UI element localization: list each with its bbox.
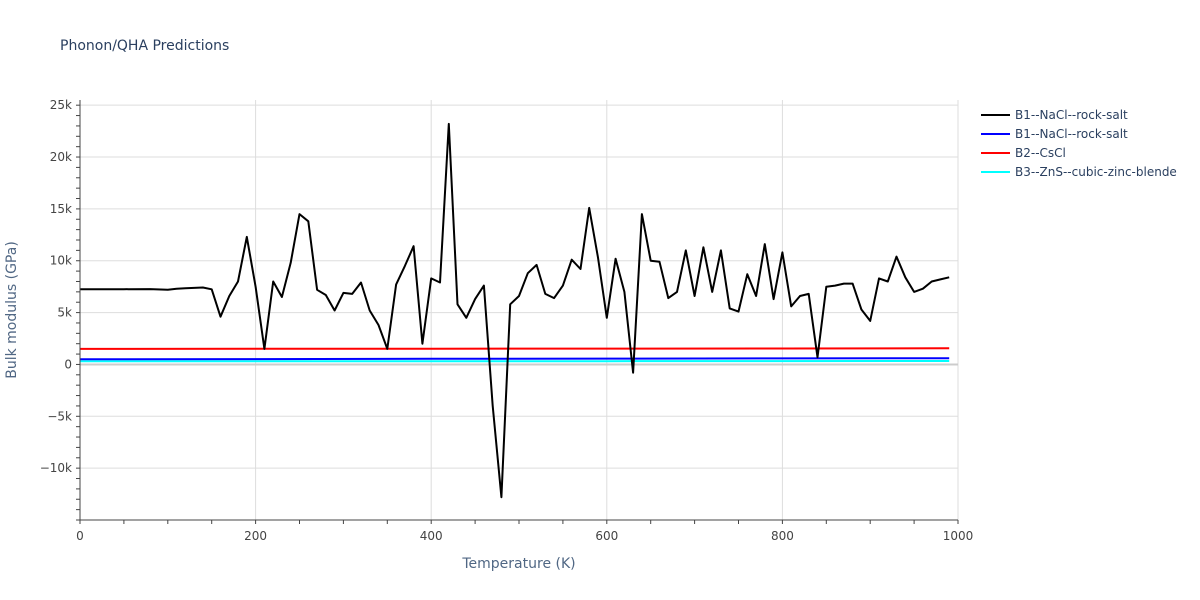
plot-area bbox=[76, 100, 959, 524]
x-tick-label: 400 bbox=[420, 529, 443, 543]
chart-title: Phonon/QHA Predictions bbox=[60, 38, 229, 54]
legend-label: B2--CsCl bbox=[1015, 146, 1066, 160]
series-lines bbox=[79, 122, 950, 499]
y-axis-ticks: −10k −5k 0 5k 10k 15k 20k 25k bbox=[40, 98, 72, 475]
y-tick-label: 5k bbox=[57, 306, 72, 320]
y-tick-label: −10k bbox=[40, 461, 72, 475]
legend-item[interactable]: B3--ZnS--cubic-zinc-blende bbox=[981, 165, 1177, 179]
y-tick-label: 15k bbox=[50, 202, 72, 216]
legend-item[interactable]: B2--CsCl bbox=[981, 146, 1066, 160]
x-tick-label: 200 bbox=[244, 529, 267, 543]
y-tick-label: 25k bbox=[50, 98, 72, 112]
x-tick-label: 800 bbox=[771, 529, 794, 543]
series-line-2 bbox=[79, 347, 950, 350]
x-tick-label: 1000 bbox=[943, 529, 974, 543]
y-tick-label: 10k bbox=[50, 254, 72, 268]
legend[interactable]: B1--NaCl--rock-salt B1--NaCl--rock-salt B2… bbox=[981, 108, 1177, 179]
legend-item[interactable]: B1--NaCl--rock-salt bbox=[981, 127, 1128, 141]
y-tick-label: 0 bbox=[64, 357, 72, 371]
axes bbox=[76, 100, 959, 524]
legend-label: B1--NaCl--rock-salt bbox=[1015, 108, 1128, 122]
grid bbox=[79, 100, 959, 520]
y-tick-label: −5k bbox=[47, 409, 72, 423]
series-line-1 bbox=[79, 357, 950, 361]
x-axis-title: Temperature (K) bbox=[461, 556, 575, 572]
x-tick-label: 600 bbox=[595, 529, 618, 543]
series-line-0 bbox=[79, 122, 950, 499]
y-axis-title: Bulk modulus (GPa) bbox=[4, 241, 20, 379]
x-axis-ticks: 0 200 400 600 800 1000 bbox=[76, 529, 973, 543]
legend-item[interactable]: B1--NaCl--rock-salt bbox=[981, 108, 1128, 122]
legend-label: B1--NaCl--rock-salt bbox=[1015, 127, 1128, 141]
y-tick-label: 20k bbox=[50, 150, 72, 164]
x-tick-label: 0 bbox=[76, 529, 84, 543]
legend-label: B3--ZnS--cubic-zinc-blende bbox=[1015, 165, 1177, 179]
